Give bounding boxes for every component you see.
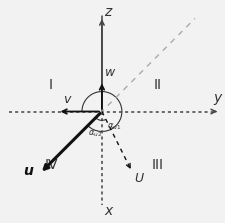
Text: z: z — [104, 5, 111, 19]
Text: y: y — [212, 91, 220, 105]
Text: III: III — [151, 158, 163, 172]
Text: w: w — [105, 66, 115, 79]
Text: v: v — [63, 93, 71, 106]
Text: IV: IV — [44, 158, 57, 172]
Text: U: U — [133, 172, 143, 186]
Text: $\alpha_{u2}$: $\alpha_{u2}$ — [87, 128, 101, 139]
Text: I: I — [49, 78, 53, 92]
Text: x: x — [104, 204, 112, 218]
Text: II: II — [153, 78, 161, 92]
Text: u: u — [23, 164, 33, 178]
Text: $\alpha_{u1}$: $\alpha_{u1}$ — [107, 122, 121, 132]
